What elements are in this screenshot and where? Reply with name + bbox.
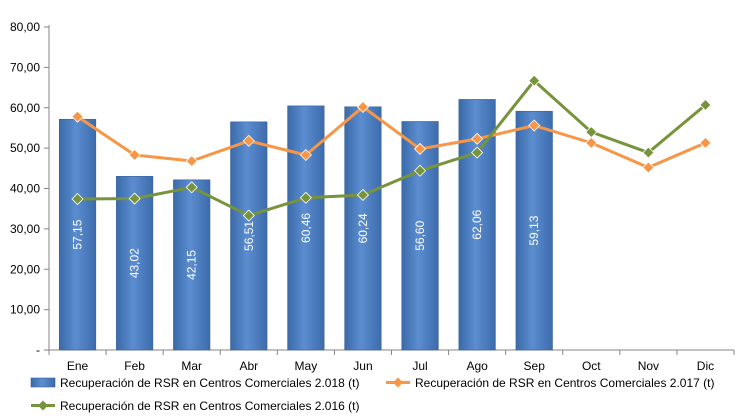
- bar-data-label: 57,15: [71, 219, 85, 249]
- series-point: [242, 209, 255, 222]
- x-tick-label: Jun: [353, 359, 372, 373]
- bar-data-label: 59,13: [527, 215, 541, 245]
- legend-entry: Recuperación de RSR en Centros Comercial…: [31, 399, 359, 413]
- y-tick-label: 30,00: [10, 222, 40, 236]
- series-point: [356, 100, 370, 114]
- x-tick-label: Jul: [412, 359, 427, 373]
- x-tick-label: Abr: [239, 359, 258, 373]
- x-tick-label: Ene: [67, 359, 89, 373]
- legend-label: Recuperación de RSR en Centros Comercial…: [60, 399, 359, 413]
- series-point: [471, 146, 484, 159]
- series-point: [71, 110, 84, 123]
- series-point: [128, 148, 141, 162]
- bar-data-label: 43,02: [128, 248, 142, 278]
- y-tick-label: 10,00: [10, 303, 40, 317]
- series-line: [76, 105, 707, 170]
- y-tick-label: 40,00: [10, 182, 40, 196]
- x-tick-label: Ago: [466, 359, 488, 373]
- legend-marker: [38, 400, 48, 411]
- legend-entry: Recuperación de RSR en Centros Comercial…: [386, 376, 714, 390]
- series-point: [242, 134, 255, 147]
- y-tick-label: 70,00: [10, 60, 40, 74]
- legend-entry: Recuperación de RSR en Centros Comercial…: [30, 376, 359, 390]
- bar: [58, 118, 97, 351]
- x-tick-label: Dic: [697, 359, 714, 373]
- series-point: [71, 192, 84, 206]
- series-point: [642, 146, 655, 159]
- line-series: [71, 74, 712, 222]
- bar-series-2018: 57,15 43,02 42,15 56,51 60,46 60,24 56,60 62,06…: [58, 99, 553, 351]
- bar: [230, 121, 268, 351]
- y-axis: - 10,00 20,00 30,00 40,00 50,00 60,00 70,00 80,0…: [10, 20, 50, 357]
- legend-marker: [393, 377, 403, 388]
- series-line: [77, 79, 707, 218]
- series-point: [356, 188, 370, 202]
- x-tick-label: Feb: [124, 359, 145, 373]
- x-tick-label: Sep: [524, 359, 546, 373]
- x-tick-label: Oct: [582, 359, 601, 373]
- series-point: [699, 136, 712, 149]
- series-point: [128, 192, 141, 205]
- series-point: [699, 98, 712, 111]
- bar-data-label: 42,15: [185, 250, 199, 280]
- series-point: [185, 154, 198, 168]
- bar: [173, 179, 211, 351]
- y-tick-label: 80,00: [10, 20, 40, 34]
- bar: [401, 121, 439, 351]
- series-point: [299, 148, 312, 162]
- bar-data-label: 56,60: [413, 220, 427, 250]
- y-tick-label: 50,00: [10, 141, 40, 155]
- line-series-1: [71, 74, 712, 222]
- legend-label: Recuperación de RSR en Centros Comercial…: [60, 376, 359, 390]
- bar: [515, 110, 553, 351]
- x-tick-label: May: [295, 359, 318, 373]
- bar-data-label: 56,51: [242, 221, 256, 251]
- y-tick-label: -: [36, 343, 40, 357]
- series-point: [413, 142, 427, 155]
- line-series-0: [71, 100, 712, 174]
- legend: Recuperación de RSR en Centros Comercial…: [30, 376, 714, 413]
- series-point: [299, 191, 312, 204]
- series-point: [585, 136, 598, 149]
- series-point: [528, 119, 541, 132]
- series-point: [471, 132, 484, 145]
- bar: [344, 106, 382, 351]
- y-tick-label: 60,00: [10, 101, 40, 115]
- bar: [116, 176, 154, 351]
- bar-data-label: 60,46: [299, 213, 313, 243]
- x-tick-label: Mar: [181, 359, 202, 373]
- legend-swatch: [30, 377, 56, 388]
- series-point: [528, 74, 541, 87]
- legend-label: Recuperación de RSR en Centros Comercial…: [415, 376, 714, 390]
- bar-data-label: 62,06: [470, 209, 484, 239]
- x-tick-label: Nov: [638, 359, 659, 373]
- bar-data-label: 60,24: [356, 213, 370, 243]
- series-point: [642, 161, 655, 174]
- y-tick-label: 20,00: [10, 262, 40, 276]
- x-axis: Ene Feb Mar Abr May Jun Jul Ago Sep Oct Nov Dic: [48, 349, 735, 373]
- series-point: [413, 164, 427, 177]
- series-point: [185, 181, 198, 194]
- series-point: [585, 125, 598, 139]
